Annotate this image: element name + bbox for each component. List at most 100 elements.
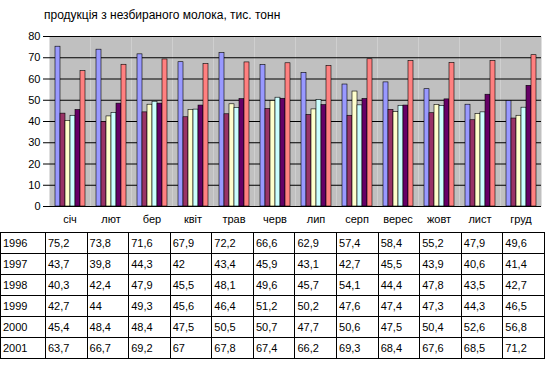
html-text:50,6: 50,6 xyxy=(339,321,361,333)
html-text:46,4: 46,4 xyxy=(214,300,236,312)
html-text:1996: 1996 xyxy=(3,237,28,249)
html-text:43,1: 43,1 xyxy=(297,258,319,270)
svg-text:20: 20 xyxy=(28,158,40,170)
html-text:72,2: 72,2 xyxy=(214,237,236,249)
svg-text:бер: бер xyxy=(143,213,161,225)
html-text:67,9: 67,9 xyxy=(172,237,195,249)
html-text:56,8: 56,8 xyxy=(505,321,527,333)
svg-text:0: 0 xyxy=(34,200,40,212)
html-text:43,4: 43,4 xyxy=(214,258,236,270)
html-text:67,6: 67,6 xyxy=(422,342,444,354)
html-text:46,5: 46,5 xyxy=(505,300,527,312)
html-text:41,4: 41,4 xyxy=(505,258,527,270)
svg-text:квіт: квіт xyxy=(184,213,202,225)
html-text:73,8: 73,8 xyxy=(89,237,111,249)
svg-text:трав: трав xyxy=(222,213,245,225)
html-text:47,8: 47,8 xyxy=(422,279,444,291)
html-text:45,7: 45,7 xyxy=(297,279,319,291)
html-text:47,7: 47,7 xyxy=(297,321,319,333)
html-text:продукція з незбираного молока: продукція з незбираного молока, тис. тон… xyxy=(44,8,281,22)
html-text:44,3: 44,3 xyxy=(463,300,486,312)
svg-text:черв: черв xyxy=(263,213,287,225)
html-text:47,6: 47,6 xyxy=(339,300,361,312)
html-text:68,4: 68,4 xyxy=(380,342,402,354)
svg-text:40: 40 xyxy=(28,115,40,127)
svg-text:50: 50 xyxy=(28,94,40,106)
html-text:39,8: 39,8 xyxy=(89,258,111,270)
svg-text:лип: лип xyxy=(307,213,326,225)
html-text:47,9: 47,9 xyxy=(131,279,153,291)
html-text:66,2: 66,2 xyxy=(297,342,319,354)
html-text:58,4: 58,4 xyxy=(380,237,402,249)
html-text:40,3: 40,3 xyxy=(48,279,70,291)
html-text:55,2: 55,2 xyxy=(422,237,444,249)
html-text:1999: 1999 xyxy=(3,300,28,312)
html-text:57,4: 57,4 xyxy=(339,237,361,249)
html-text:67,4: 67,4 xyxy=(255,342,278,354)
html-text:42: 42 xyxy=(172,258,185,270)
html-text:71,2: 71,2 xyxy=(505,342,527,354)
html-text:44,4: 44,4 xyxy=(380,279,402,291)
html-text:45,9: 45,9 xyxy=(255,258,278,270)
svg-text:70: 70 xyxy=(28,51,40,63)
html-text:66,6: 66,6 xyxy=(255,237,278,249)
html-text:43,9: 43,9 xyxy=(422,258,444,270)
html-text:45,5: 45,5 xyxy=(172,279,195,291)
html-text:54,1: 54,1 xyxy=(339,279,361,291)
html-text:50,2: 50,2 xyxy=(297,300,319,312)
html-text:45,5: 45,5 xyxy=(380,258,402,270)
html-text:50,4: 50,4 xyxy=(422,321,444,333)
svg-text:30: 30 xyxy=(28,136,40,148)
html-text:50,5: 50,5 xyxy=(214,321,236,333)
html-text:1997: 1997 xyxy=(3,258,28,270)
html-text:47,9: 47,9 xyxy=(463,237,486,249)
html-text:43,7: 43,7 xyxy=(48,258,70,270)
html-text:49,6: 49,6 xyxy=(505,237,527,249)
html-text:67,8: 67,8 xyxy=(214,342,236,354)
html-text:2000: 2000 xyxy=(3,321,28,333)
html-text:42,7: 42,7 xyxy=(339,258,361,270)
svg-text:серп: серп xyxy=(345,213,369,225)
html-text:48,4: 48,4 xyxy=(131,321,153,333)
svg-text:лют: лют xyxy=(101,213,120,225)
html-text:49,3: 49,3 xyxy=(131,300,153,312)
html-text:48,1: 48,1 xyxy=(214,279,236,291)
svg-text:верес: верес xyxy=(383,213,413,225)
svg-text:січ: січ xyxy=(63,213,77,225)
html-text:67: 67 xyxy=(172,342,185,354)
html-text:42,7: 42,7 xyxy=(48,300,70,312)
svg-text:60: 60 xyxy=(28,73,40,85)
svg-text:жовт: жовт xyxy=(427,213,451,225)
html-text:42,7: 42,7 xyxy=(505,279,527,291)
html-text:66,7: 66,7 xyxy=(89,342,111,354)
html-text:47,5: 47,5 xyxy=(172,321,195,333)
html-text:48,4: 48,4 xyxy=(89,321,111,333)
html-text:1998: 1998 xyxy=(3,279,28,291)
html-text:62,9: 62,9 xyxy=(297,237,319,249)
svg-text:лист: лист xyxy=(468,213,491,225)
html-text:47,5: 47,5 xyxy=(380,321,402,333)
html-text:43,5: 43,5 xyxy=(463,279,486,291)
html-text:52,6: 52,6 xyxy=(463,321,486,333)
svg-text:груд: груд xyxy=(510,213,532,225)
html-text:47,3: 47,3 xyxy=(422,300,444,312)
html-text:44: 44 xyxy=(89,300,102,312)
html-text:47,4: 47,4 xyxy=(380,300,402,312)
svg-text:80: 80 xyxy=(28,30,40,42)
html-text:51,2: 51,2 xyxy=(255,300,278,312)
html-text:45,6: 45,6 xyxy=(172,300,195,312)
html-text:69,2: 69,2 xyxy=(131,342,153,354)
html-text:44,3: 44,3 xyxy=(131,258,153,270)
html-text:45,4: 45,4 xyxy=(48,321,70,333)
html-text:69,3: 69,3 xyxy=(339,342,361,354)
svg-text:10: 10 xyxy=(28,179,40,191)
html-text:42,4: 42,4 xyxy=(89,279,111,291)
html-text:2001: 2001 xyxy=(3,342,28,354)
html-text:50,7: 50,7 xyxy=(255,321,278,333)
html-text:63,7: 63,7 xyxy=(48,342,70,354)
html-text:75,2: 75,2 xyxy=(48,237,70,249)
html-text:40,6: 40,6 xyxy=(463,258,486,270)
html-text:71,6: 71,6 xyxy=(131,237,153,249)
html-text:49,6: 49,6 xyxy=(255,279,278,291)
html-text:68,5: 68,5 xyxy=(463,342,486,354)
